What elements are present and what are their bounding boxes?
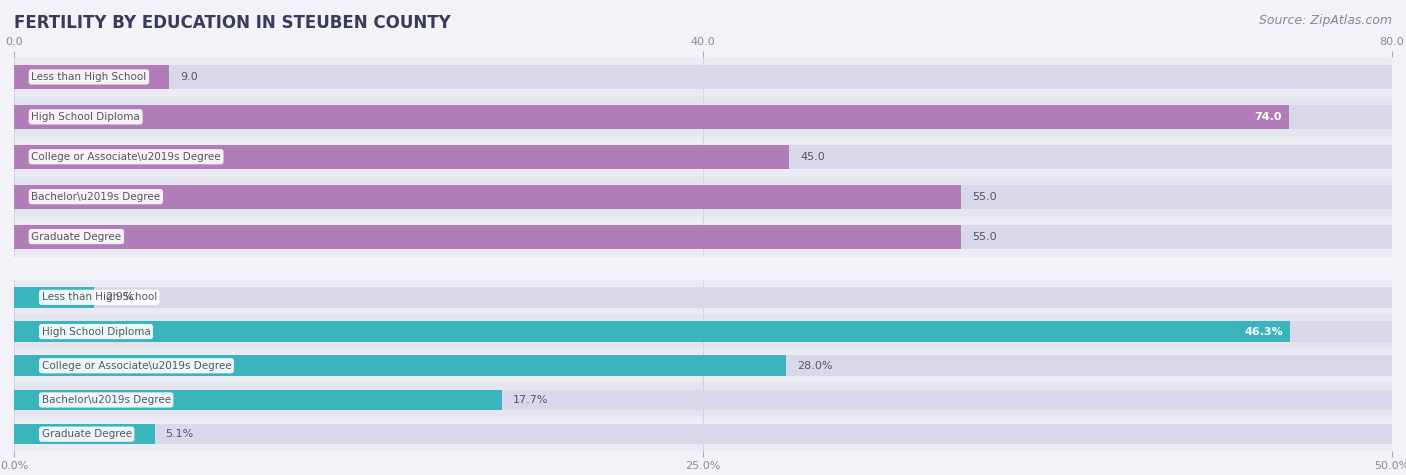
Text: High School Diploma: High School Diploma (31, 112, 141, 122)
Text: 28.0%: 28.0% (797, 361, 832, 371)
Text: 55.0: 55.0 (973, 191, 997, 202)
Bar (14, 424, 155, 445)
Bar (14, 424, 1392, 445)
Text: 2.9%: 2.9% (105, 292, 134, 303)
Bar (14, 185, 962, 209)
Bar (14, 105, 1289, 129)
Bar (14, 390, 1392, 410)
Text: 17.7%: 17.7% (513, 395, 548, 405)
Text: Source: ZipAtlas.com: Source: ZipAtlas.com (1258, 14, 1392, 27)
Bar (14, 57, 1392, 97)
Bar (14, 390, 502, 410)
Bar (14, 225, 1392, 248)
Bar (14, 217, 1392, 256)
Text: Bachelor\u2019s Degree: Bachelor\u2019s Degree (42, 395, 170, 405)
Bar (14, 137, 1392, 177)
Bar (14, 287, 94, 308)
Bar (14, 355, 786, 376)
Bar (14, 185, 1392, 209)
Bar (14, 417, 1392, 451)
Bar (14, 355, 1392, 376)
Bar (14, 65, 169, 89)
Text: Less than High School: Less than High School (42, 292, 157, 303)
Text: Bachelor\u2019s Degree: Bachelor\u2019s Degree (31, 191, 160, 202)
Bar (14, 105, 1392, 129)
Text: College or Associate\u2019s Degree: College or Associate\u2019s Degree (31, 152, 221, 162)
Bar (14, 97, 1392, 137)
Bar (14, 145, 1392, 169)
Bar (14, 287, 1392, 308)
Bar (14, 225, 962, 248)
Bar (14, 321, 1392, 342)
Text: Graduate Degree: Graduate Degree (31, 231, 121, 242)
Bar (14, 280, 1392, 314)
Text: 74.0: 74.0 (1254, 112, 1282, 122)
Text: 55.0: 55.0 (973, 231, 997, 242)
Bar (14, 145, 789, 169)
Text: FERTILITY BY EDUCATION IN STEUBEN COUNTY: FERTILITY BY EDUCATION IN STEUBEN COUNTY (14, 14, 451, 32)
Text: 9.0: 9.0 (180, 72, 198, 82)
Bar (14, 383, 1392, 417)
Bar (14, 314, 1392, 349)
Text: Graduate Degree: Graduate Degree (42, 429, 132, 439)
Bar (14, 177, 1392, 217)
Bar (14, 349, 1392, 383)
Bar (14, 65, 1392, 89)
Text: Less than High School: Less than High School (31, 72, 146, 82)
Text: 46.3%: 46.3% (1244, 326, 1284, 337)
Text: High School Diploma: High School Diploma (42, 326, 150, 337)
Text: 45.0: 45.0 (800, 152, 825, 162)
Text: 5.1%: 5.1% (166, 429, 194, 439)
Text: College or Associate\u2019s Degree: College or Associate\u2019s Degree (42, 361, 231, 371)
Bar (14, 321, 1289, 342)
